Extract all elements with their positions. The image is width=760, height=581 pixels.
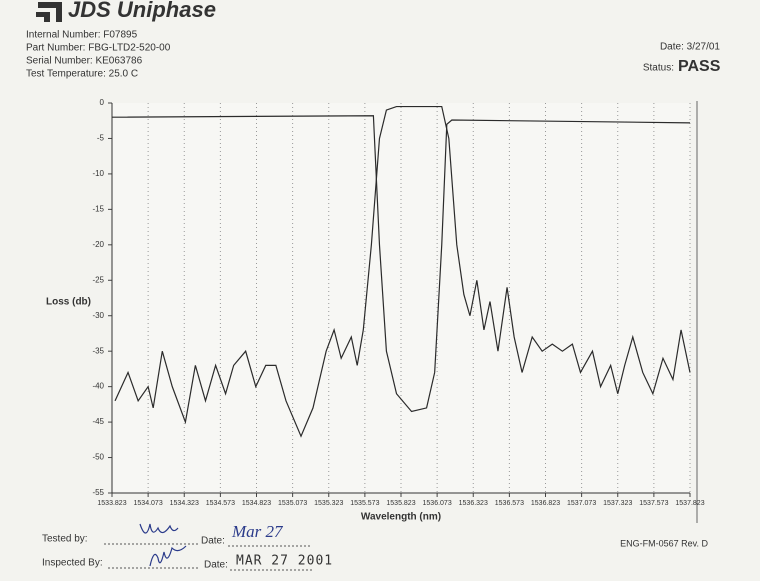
tested-date: Mar 27 [231, 522, 284, 541]
x-tick-label: 1534.323 [170, 500, 199, 507]
x-tick-label: 1535.573 [350, 500, 379, 507]
info-line: Internal Number: F07895 [26, 30, 138, 41]
x-tick-label: 1536.073 [423, 500, 452, 507]
x-axis-label: Wavelength (nm) [361, 512, 441, 523]
y-axis-label: Loss (db) [46, 297, 91, 308]
logo-text: JDS Uniphase [68, 0, 216, 22]
chart: 1533.823 1534.073 1534.323 1534.573 1534.823… [46, 98, 705, 523]
y-tick-label: 0 [100, 98, 105, 107]
signature [149, 545, 187, 567]
y-tick-label: -40 [92, 382, 104, 391]
y-tick-label: -35 [92, 346, 104, 355]
y-tick-label: -50 [92, 453, 104, 462]
tested-by-label: Tested by: [42, 534, 88, 545]
date-label: Date: [204, 560, 228, 571]
x-tick-label: 1535.823 [386, 500, 415, 507]
x-tick-label: 1534.073 [134, 500, 163, 507]
status-label: Status: [643, 63, 674, 74]
info-line: Serial Number: KE063786 [26, 56, 143, 67]
x-tick-label: 1536.573 [495, 500, 524, 507]
signature [139, 523, 179, 534]
y-tick-label: -25 [92, 275, 104, 284]
status: PASS [678, 58, 721, 75]
x-tick-label: 1537.323 [603, 500, 632, 507]
y-tick-label: -55 [92, 488, 104, 497]
y-tick-label: -10 [92, 169, 104, 178]
series-line [111, 115, 691, 413]
x-tick-label: 1537.073 [567, 500, 596, 507]
y-tick-label: -15 [92, 204, 104, 213]
x-tick-label: 1536.323 [459, 500, 488, 507]
x-tick-label: 1535.073 [278, 500, 307, 507]
info-line: Test Temperature: 25.0 C [26, 69, 138, 80]
report-date: Date: 3/27/01 [660, 42, 720, 53]
info-line: Part Number: FBG-LTD2-520-00 [26, 43, 171, 54]
plot-frame [112, 103, 690, 493]
x-tick-label: 1535.323 [314, 500, 343, 507]
x-tick-label: 1533.823 [97, 500, 126, 507]
y-tick-label: -5 [97, 134, 105, 143]
y-tick-label: -20 [92, 240, 104, 249]
x-tick-label: 1534.573 [206, 500, 235, 507]
inspected-date: MAR 27 2001 [236, 554, 333, 569]
inspected-by-label: Inspected By: [42, 558, 103, 569]
x-tick-label: 1537.823 [675, 500, 704, 507]
x-tick-label: 1534.823 [242, 500, 271, 507]
form-number: ENG-FM-0567 Rev. D [620, 538, 708, 548]
y-tick-label: -45 [92, 417, 104, 426]
y-tick-label: -30 [92, 311, 104, 320]
x-tick-label: 1536.823 [531, 500, 560, 507]
series-line [114, 105, 691, 438]
date-label: Date: [201, 536, 225, 547]
x-tick-label: 1537.573 [639, 500, 668, 507]
logo-icon [36, 2, 62, 22]
